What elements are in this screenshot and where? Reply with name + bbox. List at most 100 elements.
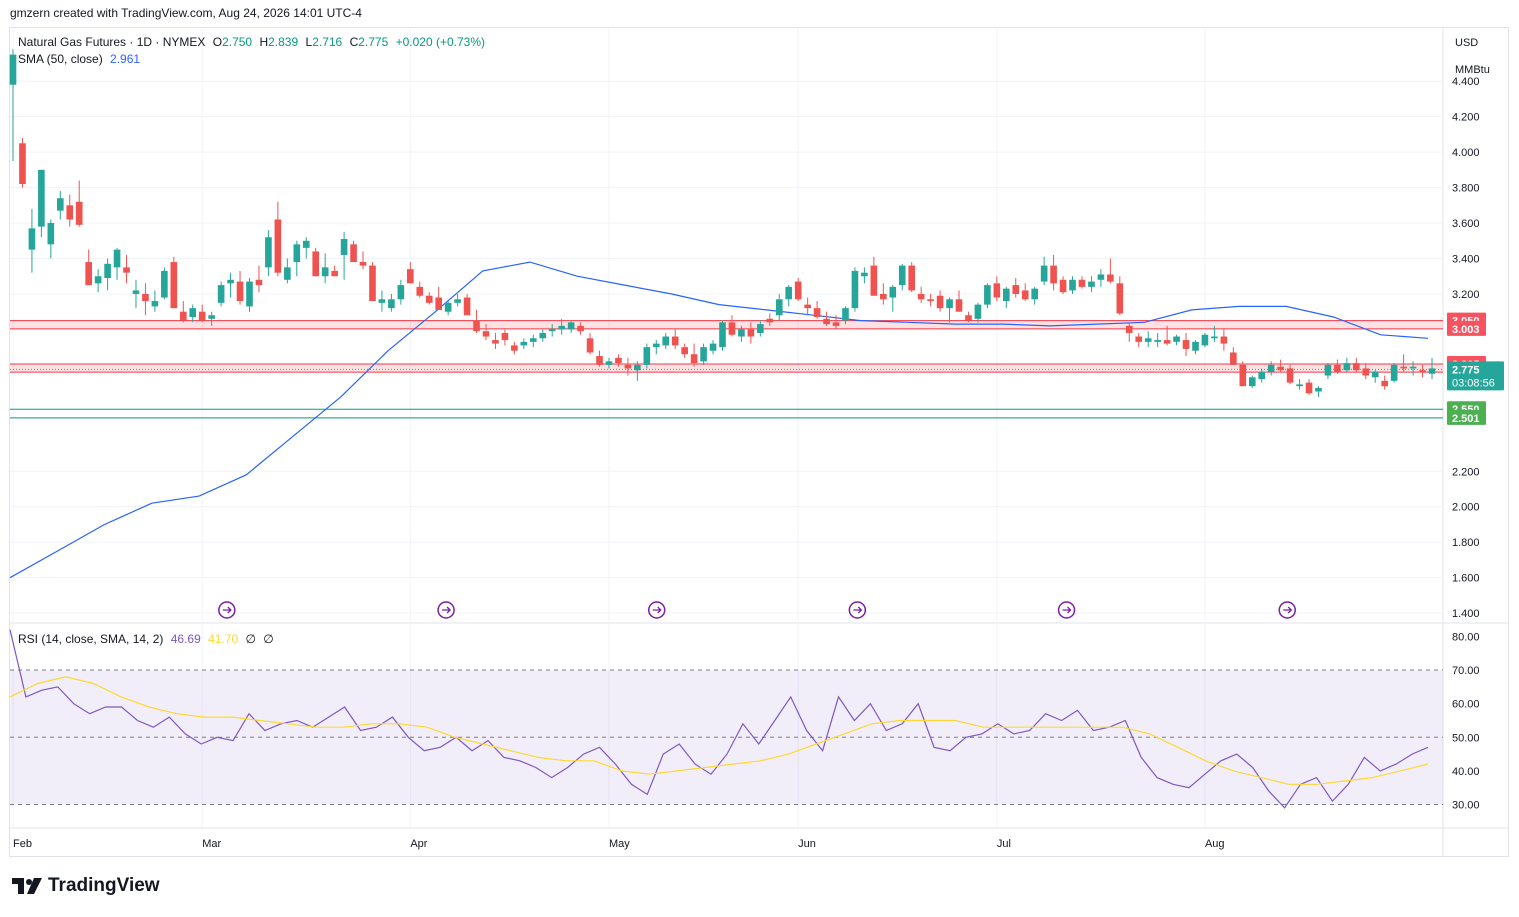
candle-body (1050, 265, 1057, 284)
candle-body (1107, 274, 1114, 282)
candle-body (898, 265, 906, 286)
price-tick-label: 3.200 (1452, 289, 1480, 301)
candle-body (719, 322, 726, 348)
candle-body (1144, 338, 1152, 342)
event-marker-icon[interactable] (437, 601, 455, 619)
candle-body (312, 251, 320, 277)
candle-body (785, 286, 793, 300)
candle-body (66, 205, 74, 220)
event-marker-arrow (652, 606, 662, 614)
candle-body (28, 228, 36, 250)
candle-body (671, 336, 679, 346)
candle-body (217, 285, 225, 303)
rsi-tick-label: 80.00 (1452, 631, 1480, 643)
time-axis: Feb Mar Apr May Jun Jul Aug (13, 838, 1225, 850)
candle-body (113, 249, 121, 268)
candle-body (170, 262, 178, 309)
chart-frame (9, 27, 1509, 857)
candle-layer (9, 49, 1436, 397)
candle-body (700, 347, 707, 362)
tradingview-logo[interactable]: TradingView (12, 875, 160, 897)
candle-body (1248, 377, 1256, 387)
candle-body (577, 325, 584, 332)
low-label: L (305, 35, 313, 49)
sma-label[interactable]: SMA (50, close) (18, 52, 103, 66)
candle-body (1353, 363, 1360, 371)
event-marker-icon[interactable] (1278, 601, 1296, 619)
candle-body (1069, 279, 1076, 291)
candle-body (567, 322, 575, 330)
candle-body (861, 272, 868, 277)
event-marker-icon[interactable] (1057, 601, 1076, 619)
candle-body (738, 329, 745, 337)
event-marker-arrow (442, 606, 451, 614)
candle-body (397, 285, 405, 300)
event-marker-icon[interactable] (218, 601, 236, 619)
rsi-label[interactable]: RSI (14, close, SMA, 14, 2) (18, 632, 164, 646)
candle-body (1135, 336, 1143, 342)
candle-body (1419, 370, 1426, 372)
event-marker-arrow (1062, 606, 1072, 614)
candle-body (1021, 290, 1029, 300)
grid-layer (10, 28, 1509, 857)
candle-body (1097, 274, 1105, 280)
close-value: 2.775 (358, 35, 389, 49)
candle-body (813, 308, 821, 318)
candle-body (586, 338, 594, 353)
candle-body (936, 295, 944, 309)
candle-body (350, 244, 357, 263)
candle-body (255, 279, 263, 286)
symbol-label[interactable]: Natural Gas Futures · 1D · NYMEX (18, 35, 206, 49)
candle-body (1286, 368, 1294, 383)
time-tick-label: Mar (202, 838, 221, 850)
candle-body (1324, 364, 1332, 376)
low-value: 2.716 (312, 35, 343, 49)
time-tick-label: Jul (997, 838, 1011, 850)
candle-body (1277, 366, 1284, 371)
candle-body (47, 223, 55, 245)
candle-body (492, 340, 499, 344)
candle-body (369, 265, 376, 302)
candle-body (302, 240, 310, 248)
candle-body (501, 332, 509, 341)
candle-body (1305, 382, 1313, 394)
candle-body (946, 299, 953, 309)
sma-layer (9, 261, 1429, 579)
price-legend: Natural Gas Futures · 1D · NYMEX O2.750 … (18, 35, 489, 49)
tradingview-logo-icon (12, 878, 42, 894)
candle-body (1173, 336, 1180, 342)
candle-body (851, 270, 859, 309)
candle-body (1201, 334, 1209, 346)
candle-body (1239, 364, 1247, 387)
candle-body (757, 324, 764, 333)
candle-body (1409, 366, 1417, 369)
candle-body (321, 267, 329, 277)
unit-label[interactable]: MMBtu (1455, 64, 1490, 76)
currency-label[interactable]: USD (1455, 37, 1479, 49)
candle-body (1059, 279, 1067, 293)
candle-body (85, 262, 92, 286)
price-tick-label: 2.000 (1452, 502, 1480, 514)
price-tick-label: 1.800 (1452, 537, 1480, 549)
candle-body (1220, 336, 1228, 344)
event-marker-arrow (1283, 606, 1293, 614)
event-marker-icon[interactable] (647, 601, 666, 619)
event-marker-icon[interactable] (848, 601, 867, 619)
time-tick-label: Feb (13, 838, 32, 850)
candle-body (1012, 285, 1020, 294)
candle-body (104, 263, 111, 279)
candle-body (605, 361, 613, 365)
candle-body (463, 297, 471, 316)
candle-body (473, 320, 480, 332)
candle-body (179, 311, 187, 321)
sma-line (9, 261, 1429, 579)
candle-body (407, 269, 414, 284)
candle-body (142, 293, 149, 302)
rsi-tick-label: 30.00 (1452, 799, 1480, 811)
sma-value: 2.961 (110, 52, 141, 66)
candle-body (293, 244, 301, 263)
event-marker-arrow (853, 606, 863, 614)
price-tick-label: 1.400 (1452, 608, 1480, 620)
candle-body (1031, 288, 1038, 300)
